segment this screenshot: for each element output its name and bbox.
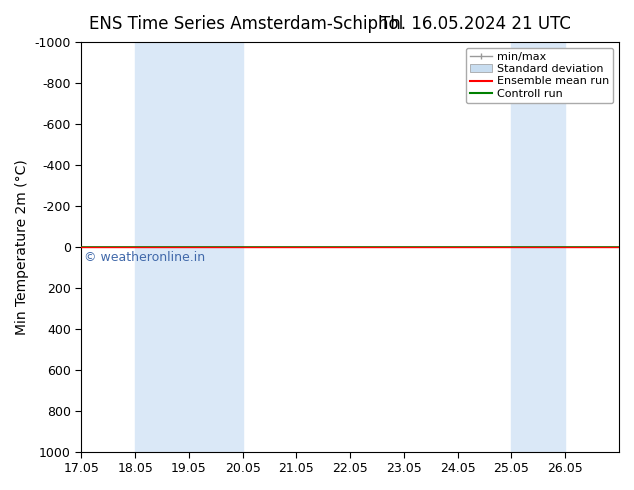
- Y-axis label: Min Temperature 2m (°C): Min Temperature 2m (°C): [15, 159, 29, 335]
- Text: Th. 16.05.2024 21 UTC: Th. 16.05.2024 21 UTC: [380, 15, 571, 33]
- Bar: [512, 42, 566, 452]
- Legend: min/max, Standard deviation, Ensemble mean run, Controll run: min/max, Standard deviation, Ensemble me…: [465, 48, 614, 103]
- Text: ENS Time Series Amsterdam-Schiphol: ENS Time Series Amsterdam-Schiphol: [89, 15, 403, 33]
- Text: © weatheronline.in: © weatheronline.in: [84, 251, 205, 264]
- Bar: [135, 42, 243, 452]
